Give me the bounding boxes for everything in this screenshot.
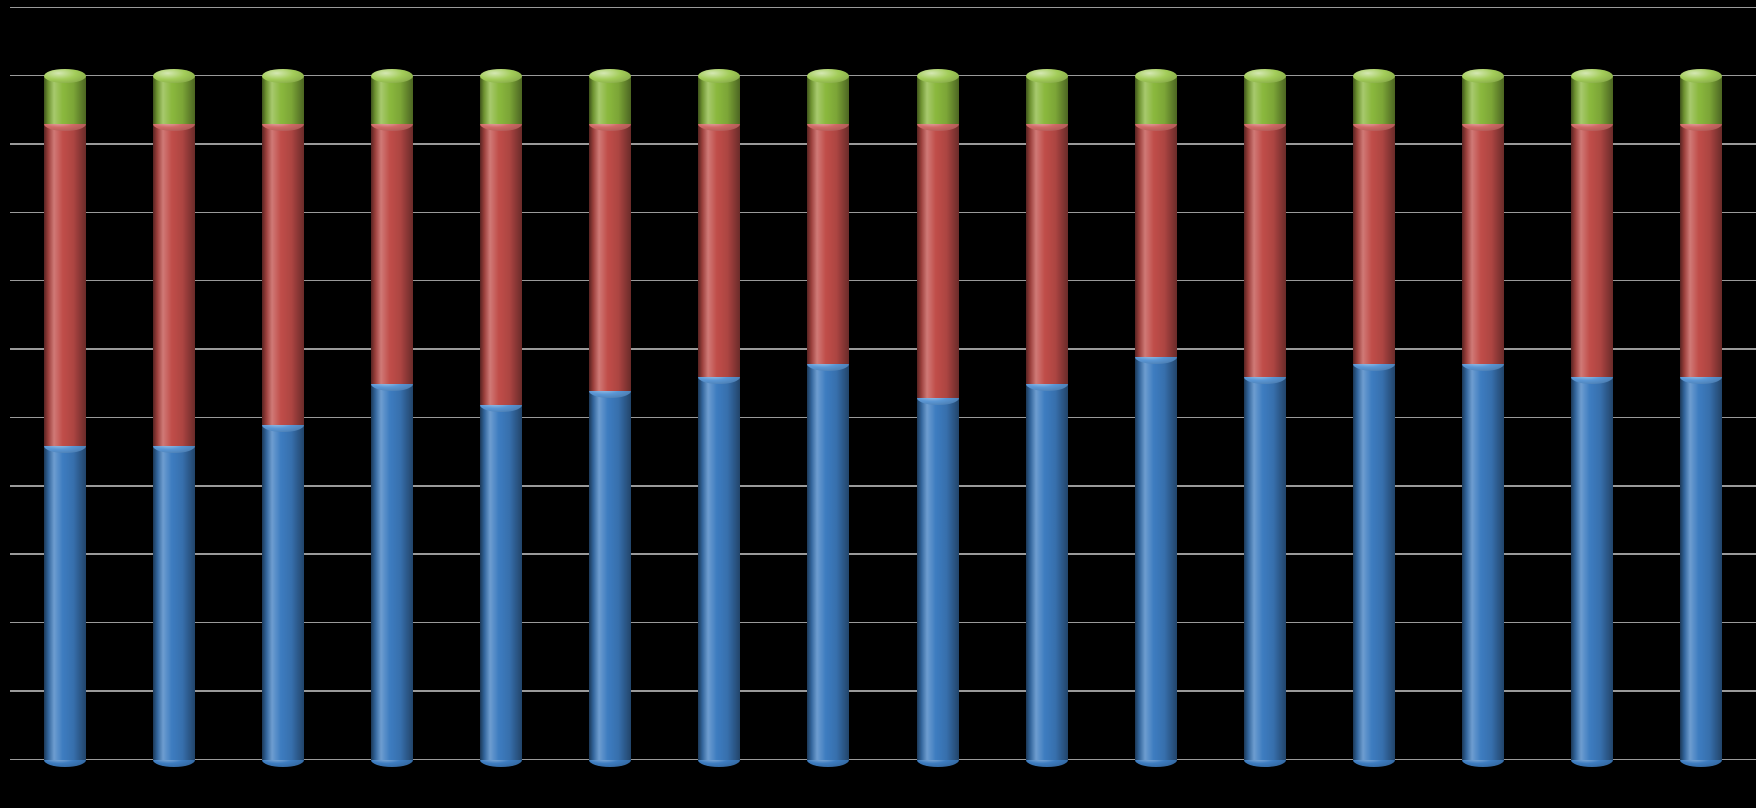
bar-segment-series-1 <box>1026 384 1068 760</box>
bar-segment-series-2 <box>262 124 304 425</box>
bar-segment-series-2 <box>1244 124 1286 377</box>
bar-segment-series-3 <box>44 76 86 124</box>
bar-segment-series-2 <box>371 124 413 384</box>
bar-segment-series-2 <box>917 124 959 397</box>
bar-segment-series-1 <box>1135 357 1177 760</box>
bar-segment-series-2 <box>1026 124 1068 384</box>
bar-segment-series-3 <box>1353 76 1395 124</box>
bar-segment-series-1 <box>589 391 631 760</box>
bar-segment-series-3 <box>153 76 195 124</box>
bar-segment-series-2 <box>807 124 849 363</box>
bar-segment-series-1 <box>1353 364 1395 761</box>
bar-segment-series-1 <box>917 398 959 760</box>
bar-segment-series-2 <box>1462 124 1504 363</box>
chart-floor <box>0 760 1756 808</box>
bar-segment-series-2 <box>1571 124 1613 377</box>
bar-segment-series-2 <box>698 124 740 377</box>
bar-segment-series-3 <box>1462 76 1504 124</box>
bar-segment-series-1 <box>1680 377 1722 760</box>
bar-segment-series-3 <box>1571 76 1613 124</box>
bar-segment-series-3 <box>1680 76 1722 124</box>
bar-segment-series-1 <box>1462 364 1504 761</box>
bar-segment-series-2 <box>589 124 631 391</box>
bar-segment-series-2 <box>1680 124 1722 377</box>
bar-segment-series-3 <box>1244 76 1286 124</box>
bar-segment-series-2 <box>1135 124 1177 356</box>
bar-segment-series-3 <box>589 76 631 124</box>
bar-segment-series-3 <box>480 76 522 124</box>
bar-segment-series-1 <box>262 425 304 760</box>
chart-plot-area <box>10 8 1756 760</box>
bar-segment-series-3 <box>371 76 413 124</box>
bar-segment-series-3 <box>917 76 959 124</box>
bar-segment-series-1 <box>44 446 86 760</box>
bar-segment-series-1 <box>371 384 413 760</box>
bar-segment-series-2 <box>153 124 195 445</box>
bar-segment-series-1 <box>807 364 849 761</box>
bar-segment-series-3 <box>807 76 849 124</box>
bar-segment-series-1 <box>153 446 195 760</box>
bar-segment-series-2 <box>44 124 86 445</box>
bar-segment-series-1 <box>1244 377 1286 760</box>
bar-segment-series-1 <box>698 377 740 760</box>
bar-segment-series-1 <box>1571 377 1613 760</box>
bar-segment-series-3 <box>262 76 304 124</box>
bar-segment-series-3 <box>698 76 740 124</box>
bar-segment-series-1 <box>480 405 522 760</box>
bar-segment-series-2 <box>1353 124 1395 363</box>
stacked-cylinder-chart <box>0 0 1756 808</box>
bar-segment-series-3 <box>1135 76 1177 124</box>
bar-segment-series-2 <box>480 124 522 404</box>
bar-segment-series-3 <box>1026 76 1068 124</box>
